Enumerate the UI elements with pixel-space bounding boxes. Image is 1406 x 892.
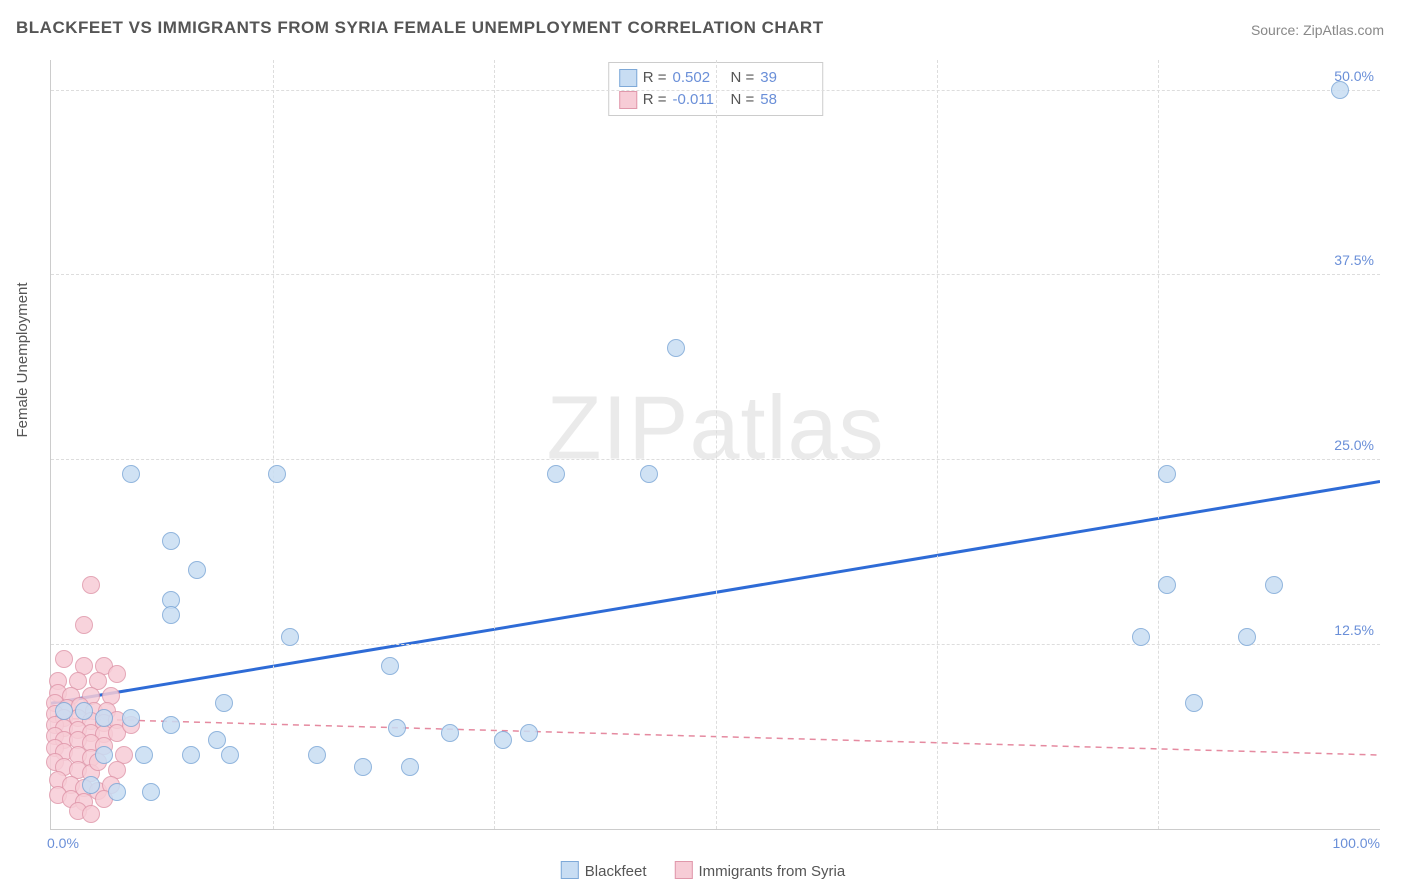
legend-series: Blackfeet Immigrants from Syria xyxy=(561,861,845,880)
grid-v xyxy=(494,60,495,829)
grid-v xyxy=(1158,60,1159,829)
grid-v xyxy=(273,60,274,829)
point-series-a xyxy=(441,724,459,742)
point-series-a xyxy=(667,339,685,357)
point-series-a xyxy=(1158,465,1176,483)
point-series-a xyxy=(401,758,419,776)
point-series-a xyxy=(268,465,286,483)
chart-source: Source: ZipAtlas.com xyxy=(1251,22,1384,38)
legend-label-a: Blackfeet xyxy=(585,863,647,880)
legend-r-label-a: R = xyxy=(643,67,667,89)
watermark-light: atlas xyxy=(689,379,884,479)
point-series-a xyxy=(135,746,153,764)
point-series-a xyxy=(1265,576,1283,594)
point-series-a xyxy=(281,628,299,646)
y-axis-title: Female Unemployment xyxy=(14,282,31,437)
point-series-a xyxy=(640,465,658,483)
point-series-a xyxy=(55,702,73,720)
point-series-a xyxy=(162,606,180,624)
point-series-a xyxy=(1158,576,1176,594)
point-series-a xyxy=(95,709,113,727)
chart-title: BLACKFEET VS IMMIGRANTS FROM SYRIA FEMAL… xyxy=(16,18,824,38)
legend-n-value-b: 58 xyxy=(760,89,812,111)
point-series-a xyxy=(1185,694,1203,712)
point-series-b xyxy=(75,616,93,634)
point-series-a xyxy=(122,709,140,727)
point-series-a xyxy=(142,783,160,801)
point-series-b xyxy=(55,650,73,668)
legend-r-value-b: -0.011 xyxy=(673,89,725,111)
legend-n-label-a: N = xyxy=(731,67,755,89)
point-series-a xyxy=(388,719,406,737)
point-series-a xyxy=(1238,628,1256,646)
point-series-b xyxy=(82,576,100,594)
legend-n-label-b: N = xyxy=(731,89,755,111)
legend-r-label-b: R = xyxy=(643,89,667,111)
point-series-b xyxy=(108,665,126,683)
grid-v xyxy=(716,60,717,829)
point-series-a xyxy=(122,465,140,483)
legend-swatch-a xyxy=(619,69,637,87)
legend-swatch-b-icon xyxy=(675,861,693,879)
legend-item-a: Blackfeet xyxy=(561,861,647,880)
legend-item-b: Immigrants from Syria xyxy=(675,861,846,880)
legend-swatch-a-icon xyxy=(561,861,579,879)
y-tick-label: 25.0% xyxy=(1334,437,1374,453)
point-series-a xyxy=(308,746,326,764)
watermark-bold: ZIP xyxy=(546,379,689,479)
point-series-a xyxy=(494,731,512,749)
point-series-a xyxy=(95,746,113,764)
x-tick-label: 0.0% xyxy=(47,835,79,851)
point-series-a xyxy=(162,532,180,550)
point-series-a xyxy=(182,746,200,764)
grid-v xyxy=(937,60,938,829)
point-series-a xyxy=(354,758,372,776)
plot-area: R = 0.502 N = 39 R = -0.011 N = 58 ZIPat… xyxy=(50,60,1380,830)
point-series-a xyxy=(520,724,538,742)
y-tick-label: 37.5% xyxy=(1334,252,1374,268)
point-series-a xyxy=(547,465,565,483)
point-series-a xyxy=(381,657,399,675)
point-series-a xyxy=(221,746,239,764)
legend-r-value-a: 0.502 xyxy=(673,67,725,89)
y-tick-label: 12.5% xyxy=(1334,622,1374,638)
point-series-a xyxy=(82,776,100,794)
point-series-a xyxy=(108,783,126,801)
point-series-a xyxy=(1132,628,1150,646)
point-series-a xyxy=(188,561,206,579)
point-series-a xyxy=(215,694,233,712)
legend-n-value-a: 39 xyxy=(760,67,812,89)
x-tick-label: 100.0% xyxy=(1333,835,1380,851)
point-series-a xyxy=(208,731,226,749)
point-series-a xyxy=(162,716,180,734)
legend-label-b: Immigrants from Syria xyxy=(699,863,846,880)
legend-swatch-b xyxy=(619,91,637,109)
point-series-a xyxy=(1331,81,1349,99)
point-series-a xyxy=(75,702,93,720)
point-series-b xyxy=(82,805,100,823)
